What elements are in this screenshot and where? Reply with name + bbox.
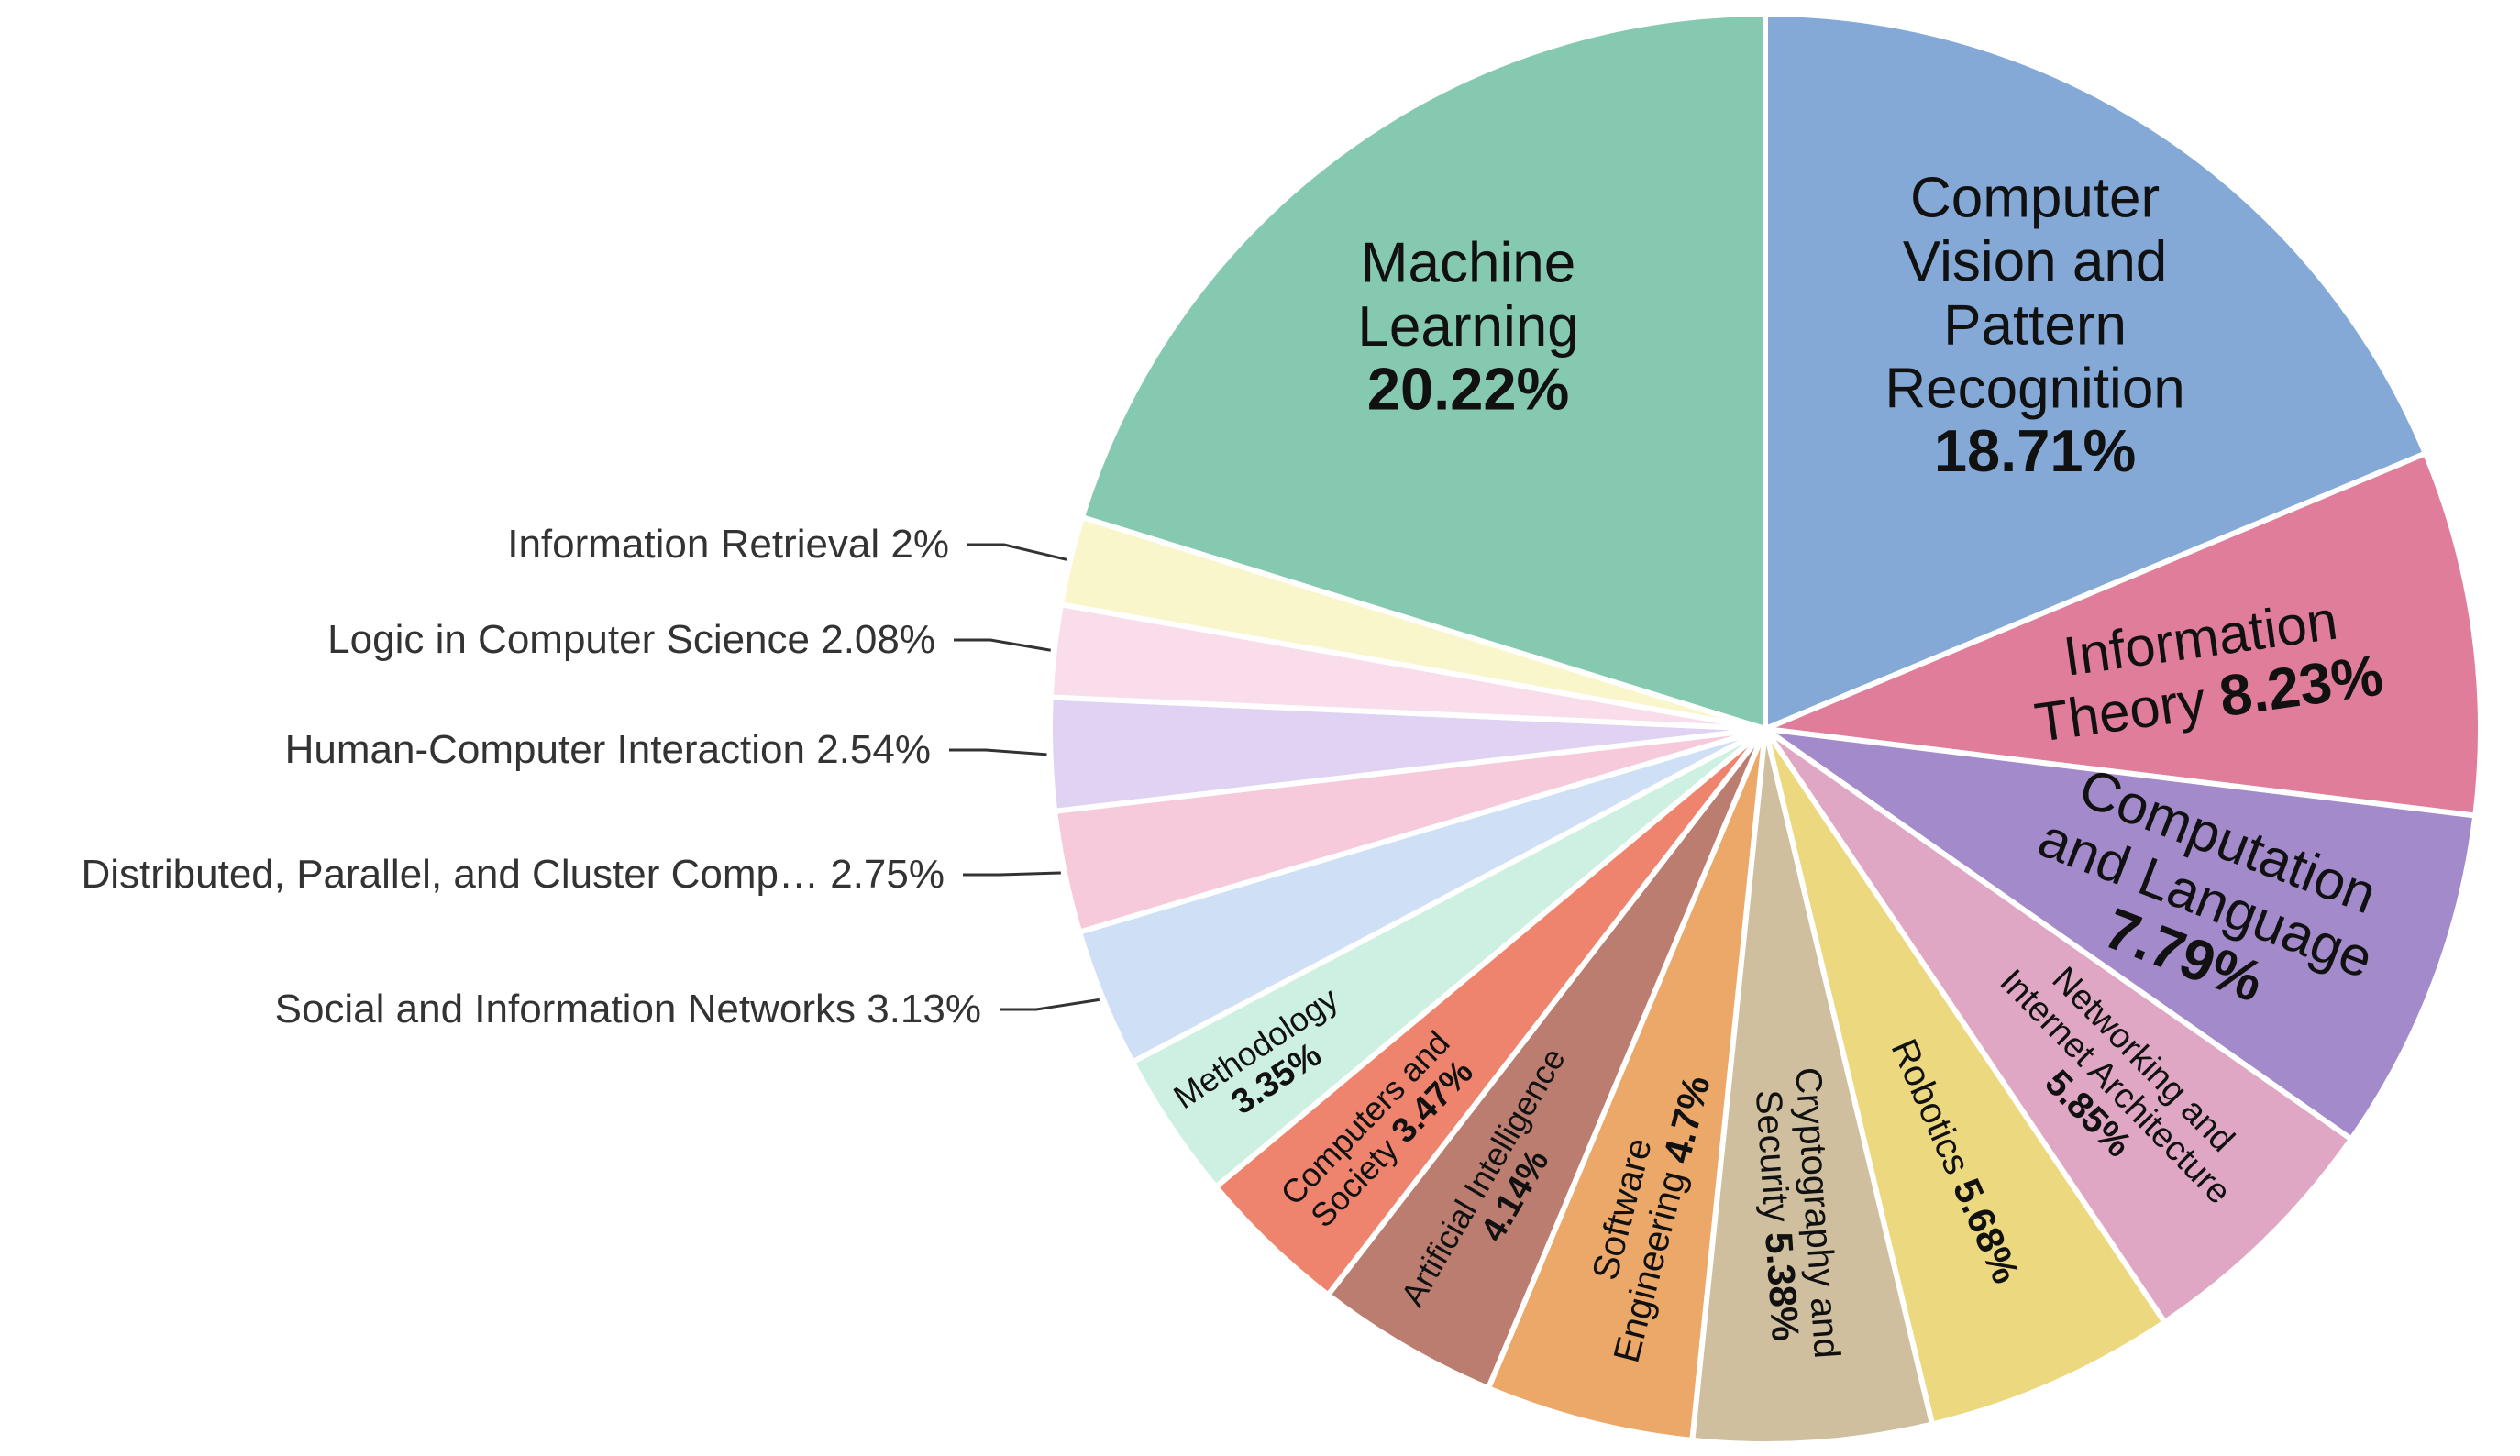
- label-name-computer-vision-and-pattern-recognition: Computer: [1910, 166, 2160, 229]
- label-name-computer-vision-and-pattern-recognition: Vision and: [1903, 230, 2167, 293]
- slice-artificial-intelligence: [1323, 727, 1768, 1393]
- leader-line-human-computer-interaction: [949, 748, 1047, 756]
- slice-networking-and-internet-architecture: [1763, 726, 2356, 1327]
- outer-label-logic-in-computer-science: Logic in Computer Science 2.08%: [327, 617, 935, 662]
- slice-cryptography-and-security: [1688, 728, 1936, 1447]
- slice-machine-learning: [1078, 10, 1768, 734]
- pie-outer-labels: Social and Information Networks 3.13% Dis…: [81, 522, 1100, 1031]
- label-name-machine-learning: Learning: [1357, 295, 1578, 358]
- label-name-computer-vision-and-pattern-recognition: Recognition: [1884, 358, 2184, 421]
- leader-line-information-retrieval: [967, 543, 1067, 561]
- outer-label-social-and-information-networks: Social and Information Networks 3.13%: [275, 987, 981, 1031]
- pie-slices: [1047, 10, 2483, 1447]
- leader-line-logic-in-computer-science: [954, 638, 1051, 652]
- label-value-computer-vision-and-pattern-recognition: 18.71%: [1934, 417, 2136, 484]
- label-name-computer-vision-and-pattern-recognition: Pattern: [1943, 293, 2127, 357]
- outer-label-information-retrieval: Information Retrieval 2%: [507, 522, 949, 567]
- slice-software-engineering: [1485, 727, 1768, 1444]
- slice-information-theory: [1754, 449, 2483, 819]
- leader-line-social-and-information-networks: [1000, 998, 1100, 1011]
- slice-computer-vision-and-pattern-recognition: [1763, 10, 2429, 734]
- label-value-machine-learning: 20.22%: [1367, 356, 1569, 423]
- slice-robotics: [1763, 727, 2169, 1428]
- outer-label-human-computer-interaction: Human-Computer Interaction 2.54%: [285, 727, 931, 772]
- leader-line-distributed-parallel-and-cluster-comp: [963, 871, 1061, 877]
- outer-label-distributed-parallel-and-cluster-comp: Distributed, Parallel, and Cluster Comp……: [81, 852, 945, 897]
- label-name-machine-learning: Machine: [1361, 232, 1575, 295]
- slice-computation-and-language: [1763, 726, 2479, 1143]
- label-value-cryptography-and-security: Security 5.38%: [1748, 1088, 1807, 1342]
